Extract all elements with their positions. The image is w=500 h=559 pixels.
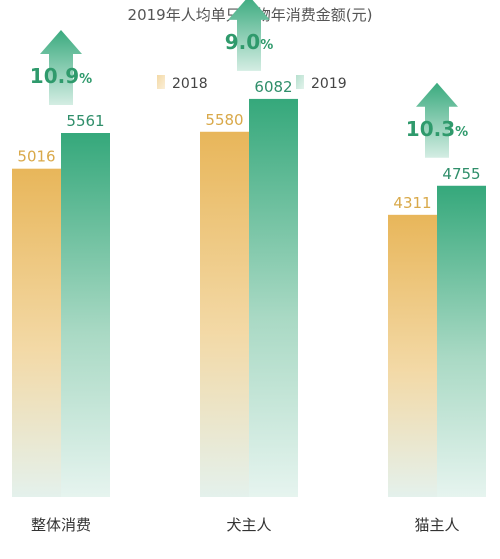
growth-unit: %	[455, 125, 468, 140]
growth-unit: %	[79, 72, 92, 87]
growth-arrow-icon-2	[228, 0, 270, 71]
plot-area: 5016 5561 整体消费 10.9% 5580 6082 犬主人 9.0% 4311 4755…	[12, 0, 486, 534]
growth-value: 10.9	[30, 64, 79, 88]
value-label-2019-2: 6082	[254, 78, 292, 96]
value-label-2019-3: 4755	[442, 165, 480, 183]
value-label-2018-2: 5580	[205, 111, 243, 129]
growth-value: 10.3	[406, 117, 455, 141]
growth-unit: %	[260, 38, 273, 53]
bar-2019-1	[61, 133, 110, 498]
bar-2018-2	[200, 131, 249, 497]
bar-2019-2	[249, 98, 298, 497]
legend-label-2018: 2018	[172, 76, 208, 92]
category-label-2: 犬主人	[226, 516, 271, 534]
growth-value: 9.0	[225, 30, 260, 54]
growth-arrow-icon-1	[40, 30, 82, 106]
category-label-1: 整体消费	[31, 516, 91, 534]
category-label-3: 猫主人	[414, 516, 459, 534]
bar-2018-1	[12, 168, 61, 497]
growth-label-3: 10.3%	[406, 117, 468, 141]
growth-label-1: 10.9%	[30, 64, 92, 88]
legend-swatch-2019	[296, 75, 304, 89]
legend-swatch-2018	[157, 75, 165, 89]
value-label-2018-3: 4311	[393, 194, 431, 212]
value-label-2018-1: 5016	[17, 148, 55, 166]
bar-2018-3	[388, 214, 437, 498]
legend: 2018 2019	[157, 75, 347, 92]
growth-arrow-icon-3	[416, 82, 458, 158]
bar-2019-3	[437, 185, 486, 497]
growth-label-2: 9.0%	[225, 30, 273, 54]
legend-label-2019: 2019	[311, 76, 347, 92]
value-label-2019-1: 5561	[66, 112, 104, 130]
